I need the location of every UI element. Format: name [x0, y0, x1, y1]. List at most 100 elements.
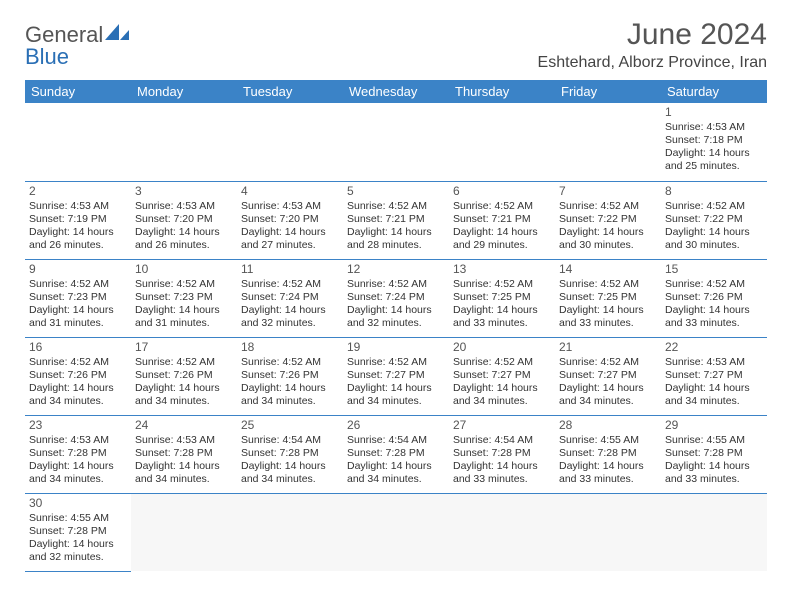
calendar-cell: 6Sunrise: 4:52 AMSunset: 7:21 PMDaylight…	[449, 181, 555, 259]
sunset-value: 7:19 PM	[68, 213, 107, 225]
daylight-line: Daylight: 14 hours and 30 minutes.	[559, 226, 657, 252]
calendar-table: SundayMondayTuesdayWednesdayThursdayFrid…	[25, 80, 767, 572]
calendar-cell: 4Sunrise: 4:53 AMSunset: 7:20 PMDaylight…	[237, 181, 343, 259]
sunset-line: Sunset: 7:27 PM	[665, 369, 763, 382]
sunrise-label: Sunrise:	[347, 434, 386, 446]
daylight-label: Daylight:	[135, 382, 176, 394]
daylight-line: Daylight: 14 hours and 33 minutes.	[453, 304, 551, 330]
sunset-line: Sunset: 7:18 PM	[665, 134, 763, 147]
sunset-line: Sunset: 7:28 PM	[347, 447, 445, 460]
sunset-line: Sunset: 7:24 PM	[241, 291, 339, 304]
sunset-value: 7:28 PM	[174, 447, 213, 459]
sunset-label: Sunset:	[559, 291, 595, 303]
sunset-label: Sunset:	[665, 369, 701, 381]
sunset-value: 7:28 PM	[280, 447, 319, 459]
calendar-cell: 28Sunrise: 4:55 AMSunset: 7:28 PMDayligh…	[555, 415, 661, 493]
calendar-week: 30Sunrise: 4:55 AMSunset: 7:28 PMDayligh…	[25, 493, 767, 571]
sunset-value: 7:28 PM	[492, 447, 531, 459]
daylight-line: Daylight: 14 hours and 34 minutes.	[241, 460, 339, 486]
calendar-cell: 5Sunrise: 4:52 AMSunset: 7:21 PMDaylight…	[343, 181, 449, 259]
sunrise-label: Sunrise:	[347, 200, 386, 212]
daylight-line: Daylight: 14 hours and 33 minutes.	[559, 460, 657, 486]
daylight-label: Daylight:	[665, 147, 706, 159]
brand-logo: GeneralBlue	[25, 24, 131, 68]
sunset-value: 7:22 PM	[598, 213, 637, 225]
calendar-cell: 9Sunrise: 4:52 AMSunset: 7:23 PMDaylight…	[25, 259, 131, 337]
sunrise-line: Sunrise: 4:54 AM	[241, 434, 339, 447]
sunrise-label: Sunrise:	[665, 278, 704, 290]
day-number: 10	[135, 262, 233, 277]
daylight-line: Daylight: 14 hours and 30 minutes.	[665, 226, 763, 252]
calendar-cell: 17Sunrise: 4:52 AMSunset: 7:26 PMDayligh…	[131, 337, 237, 415]
sunrise-value: 4:52 AM	[706, 200, 745, 212]
calendar-cell: 15Sunrise: 4:52 AMSunset: 7:26 PMDayligh…	[661, 259, 767, 337]
daylight-label: Daylight:	[559, 226, 600, 238]
sunset-line: Sunset: 7:28 PM	[29, 525, 127, 538]
day-number: 23	[29, 418, 127, 433]
calendar-cell: 27Sunrise: 4:54 AMSunset: 7:28 PMDayligh…	[449, 415, 555, 493]
sunset-value: 7:26 PM	[704, 291, 743, 303]
sunrise-value: 4:52 AM	[494, 278, 533, 290]
sunset-line: Sunset: 7:28 PM	[453, 447, 551, 460]
daylight-label: Daylight:	[135, 226, 176, 238]
sunrise-value: 4:54 AM	[388, 434, 427, 446]
calendar-cell-empty	[237, 493, 343, 571]
page-title: June 2024	[538, 18, 767, 52]
sunset-line: Sunset: 7:20 PM	[135, 213, 233, 226]
sunset-value: 7:24 PM	[386, 291, 425, 303]
sunset-value: 7:23 PM	[68, 291, 107, 303]
calendar-cell: 29Sunrise: 4:55 AMSunset: 7:28 PMDayligh…	[661, 415, 767, 493]
sunrise-value: 4:53 AM	[176, 434, 215, 446]
daylight-label: Daylight:	[241, 460, 282, 472]
sunrise-label: Sunrise:	[453, 200, 492, 212]
header: GeneralBlue June 2024 Eshtehard, Alborz …	[25, 18, 767, 72]
day-number: 25	[241, 418, 339, 433]
daylight-line: Daylight: 14 hours and 29 minutes.	[453, 226, 551, 252]
sunrise-value: 4:52 AM	[388, 278, 427, 290]
sunset-line: Sunset: 7:23 PM	[29, 291, 127, 304]
sunrise-line: Sunrise: 4:53 AM	[665, 356, 763, 369]
location-text: Eshtehard, Alborz Province, Iran	[538, 54, 767, 72]
sunset-line: Sunset: 7:26 PM	[665, 291, 763, 304]
sunset-label: Sunset:	[453, 213, 489, 225]
sunrise-line: Sunrise: 4:52 AM	[347, 356, 445, 369]
sunrise-label: Sunrise:	[29, 278, 68, 290]
sunset-label: Sunset:	[453, 369, 489, 381]
sunset-label: Sunset:	[29, 213, 65, 225]
sunset-label: Sunset:	[453, 447, 489, 459]
sunset-label: Sunset:	[29, 291, 65, 303]
sunrise-line: Sunrise: 4:52 AM	[453, 200, 551, 213]
sunset-value: 7:21 PM	[492, 213, 531, 225]
daylight-line: Daylight: 14 hours and 31 minutes.	[135, 304, 233, 330]
sunrise-label: Sunrise:	[135, 200, 174, 212]
sunrise-line: Sunrise: 4:52 AM	[29, 356, 127, 369]
sunrise-line: Sunrise: 4:55 AM	[665, 434, 763, 447]
calendar-cell: 1Sunrise: 4:53 AMSunset: 7:18 PMDaylight…	[661, 103, 767, 181]
day-header: Sunday	[25, 80, 131, 103]
sunset-label: Sunset:	[665, 134, 701, 146]
sunset-label: Sunset:	[559, 369, 595, 381]
day-number: 12	[347, 262, 445, 277]
sunset-value: 7:24 PM	[280, 291, 319, 303]
calendar-body: 1Sunrise: 4:53 AMSunset: 7:18 PMDaylight…	[25, 103, 767, 571]
sunrise-label: Sunrise:	[241, 434, 280, 446]
sunrise-line: Sunrise: 4:53 AM	[29, 200, 127, 213]
sunrise-line: Sunrise: 4:52 AM	[135, 278, 233, 291]
sunset-value: 7:28 PM	[598, 447, 637, 459]
day-header-row: SundayMondayTuesdayWednesdayThursdayFrid…	[25, 80, 767, 103]
sunrise-label: Sunrise:	[29, 200, 68, 212]
day-number: 5	[347, 184, 445, 199]
sunrise-label: Sunrise:	[29, 512, 68, 524]
daylight-label: Daylight:	[135, 304, 176, 316]
daylight-label: Daylight:	[665, 304, 706, 316]
day-number: 20	[453, 340, 551, 355]
sunset-line: Sunset: 7:26 PM	[241, 369, 339, 382]
daylight-label: Daylight:	[347, 226, 388, 238]
day-number: 13	[453, 262, 551, 277]
sunrise-value: 4:54 AM	[282, 434, 321, 446]
calendar-cell: 21Sunrise: 4:52 AMSunset: 7:27 PMDayligh…	[555, 337, 661, 415]
sunrise-label: Sunrise:	[29, 434, 68, 446]
sunrise-label: Sunrise:	[559, 278, 598, 290]
sunrise-line: Sunrise: 4:52 AM	[347, 200, 445, 213]
sunrise-label: Sunrise:	[241, 356, 280, 368]
